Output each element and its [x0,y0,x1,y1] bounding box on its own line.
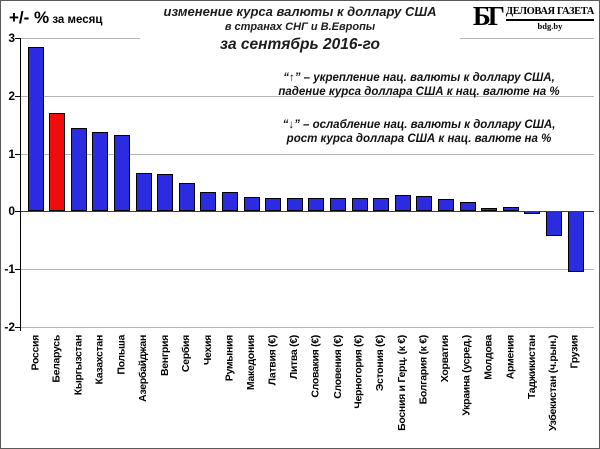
x-axis-label: Кыргызстан [72,335,85,396]
annotation-down-line1: “↓” – ослабление нац. валюты к доллару С… [282,119,556,131]
y-axis-tick-label: 2 [8,88,15,103]
bar-Россия [27,46,44,212]
bar-Словения (€) [329,197,346,212]
x-axis-label: Босния и Герц. (к €) [396,335,409,431]
annotation-strengthening: “↑” – укрепление нац. валюты к доллару С… [239,71,599,99]
annotation-up-line2: падение курса доллара США к нац. валюте … [278,86,560,98]
y-axis-tick [15,269,20,271]
annotation-weakening: “↓” – ослабление нац. валюты к доллару С… [239,118,599,146]
x-axis-label: Армения [504,335,517,380]
y-axis-unit-label: +/- % за месяц [9,8,102,28]
y-axis-tick-label: 1 [8,146,15,161]
bar-Латвия (€) [265,197,282,212]
bar-Эстония (€) [373,197,390,212]
bar-Украина (усред.) [459,201,476,212]
bar-Кыргызстан [70,128,87,212]
x-axis-label: Россия [29,335,41,371]
bar-Армения [502,206,519,212]
x-axis-label: Чехия [201,335,214,366]
x-axis-label: Украина (усред.) [461,335,473,416]
legend-annotations: “↑” – укрепление нац. валюты к доллару С… [239,71,599,146]
y-axis-tick [15,95,20,97]
chart-title-line2: в странах СНГ и В.Европы [224,21,376,33]
bar-Босния и Герц. (к €) [394,195,411,212]
zero-axis-line [20,211,594,213]
bar-Польша [113,134,130,212]
y-axis-tick-label: -2 [4,320,15,334]
x-axis-label: Хорватия [439,335,452,383]
x-axis-label: Черногория (€) [353,335,365,409]
x-axis-label: Словакия (€) [309,335,322,398]
bar-Грузия [567,211,584,273]
x-axis-label: Узбекистан (ч.рын.) [547,335,560,432]
x-axis-label: Азербайджан [137,335,149,402]
y-axis-tick-label: 0 [8,204,15,219]
bar-Венгрия [157,174,174,212]
x-axis-label: Венгрия [158,335,171,377]
y-axis-unit-main: +/- % [9,8,50,27]
chart-title-line3: за сентябрь 2016-го [220,36,380,53]
annotation-up-line1: “↑” – укрепление нац. валюты к доллару С… [283,72,555,84]
x-axis-label: Болгария (к €) [417,335,430,405]
y-axis-tick-label: -1 [4,262,15,277]
gridline [20,269,594,271]
newspaper-logo: БГ ДЕЛОВАЯ ГАЗЕТА bdg.by [472,1,595,32]
bar-Молдова [481,207,498,212]
x-axis-label: Румыния [223,335,236,382]
bar-Беларусь [49,112,66,212]
bar-Сербия [178,183,195,212]
bar-Словакия (€) [308,197,325,212]
chart-title-line1: изменение курса валюты к доллару США [163,4,437,19]
bar-Черногория (€) [351,197,368,212]
x-axis-label: Таджикистан [525,335,538,400]
y-axis-line [20,38,21,331]
bar-Азербайджан [135,172,152,212]
annotation-down-line2: рост курса доллара США к нац. валюте на … [286,133,552,145]
y-axis-unit-sub: за месяц [49,14,103,26]
y-axis-tick [15,153,20,155]
bar-Казахстан [92,132,109,212]
logo-monogram: БГ [472,1,505,31]
x-axis-label: Сербия [180,335,193,373]
y-axis-tick [15,327,20,328]
gridline [20,153,594,155]
x-axis-label: Македония [245,335,257,391]
x-axis-label: Казахстан [93,335,106,385]
y-axis-tick [15,38,20,39]
chart-title: изменение курса валюты к доллару США в с… [140,3,460,57]
x-axis-label: Беларусь [50,335,63,383]
bar-Румыния [221,192,238,212]
x-axis-label: Литва (€) [288,335,301,380]
gridline [20,95,594,97]
bar-Узбекистан (ч.рын.) [545,211,562,236]
gridline [20,327,594,328]
bar-Чехия [200,191,217,212]
x-axis-label: Латвия (€) [266,335,279,386]
bar-Хорватия [437,199,454,212]
bar-Болгария (к €) [416,196,433,212]
x-axis-label: Грузия [569,335,581,369]
bar-Македония [243,197,260,212]
logo-name: ДЕЛОВАЯ ГАЗЕТА [505,6,594,21]
x-axis-label: Словения (€) [331,335,344,399]
x-axis-label: Польша [115,335,128,375]
bar-Литва (€) [286,197,303,212]
logo-site-url: bdg.by [537,21,563,31]
y-axis-tick-label: 3 [8,31,15,45]
x-axis-label: Эстония (€) [374,335,387,392]
x-axis-label: Молдова [482,335,495,380]
y-axis-tick [15,211,20,213]
